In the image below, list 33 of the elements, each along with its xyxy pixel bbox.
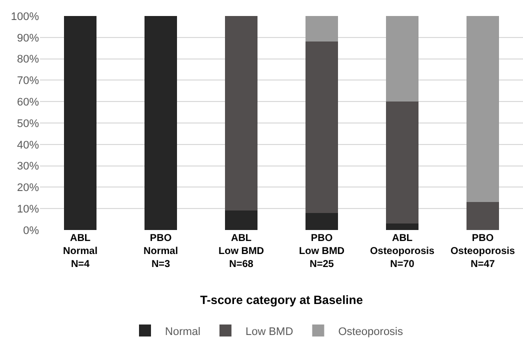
bar [386, 224, 418, 230]
bar [306, 42, 338, 213]
x-axis-title: T-score category at Baseline [200, 292, 364, 307]
x-tick-label: PBO Osteoporosis N=47 [450, 233, 516, 270]
y-tick-label: 40% [16, 139, 40, 152]
legend-label: Normal [165, 326, 200, 338]
y-tick-label: 10% [16, 203, 40, 216]
bar [225, 16, 258, 211]
x-tick-label: ABL Osteoporosis N=70 [370, 233, 435, 270]
legend-label: Osteoporosis [338, 326, 404, 338]
y-tick-label: 90% [16, 32, 40, 44]
y-tick-label: 60% [16, 96, 40, 108]
bar [386, 16, 418, 102]
y-tick-label: 30% [16, 160, 40, 173]
x-tick-label: PBO Low BMD N=25 [298, 233, 345, 270]
bar [306, 16, 338, 42]
x-tick-label: ABL Normal N=4 [63, 233, 98, 270]
y-tick-label: 100% [10, 10, 40, 23]
y-tick-label: 50% [16, 118, 40, 130]
y-tick-label: 20% [16, 182, 40, 194]
bar [144, 16, 177, 230]
legend-label: Low BMD [245, 326, 294, 338]
bar [64, 16, 96, 230]
bar [466, 16, 499, 202]
y-tick-label: 0% [23, 224, 40, 237]
y-tick-label: 80% [16, 54, 40, 66]
x-tick-label: ABL Low BMD N=68 [218, 233, 264, 270]
y-tick-label: 70% [16, 75, 40, 88]
x-tick-label: PBO Normal N=3 [144, 233, 178, 270]
bar [306, 212, 338, 230]
bar [386, 102, 418, 224]
bar [225, 210, 258, 230]
bar [466, 202, 499, 230]
